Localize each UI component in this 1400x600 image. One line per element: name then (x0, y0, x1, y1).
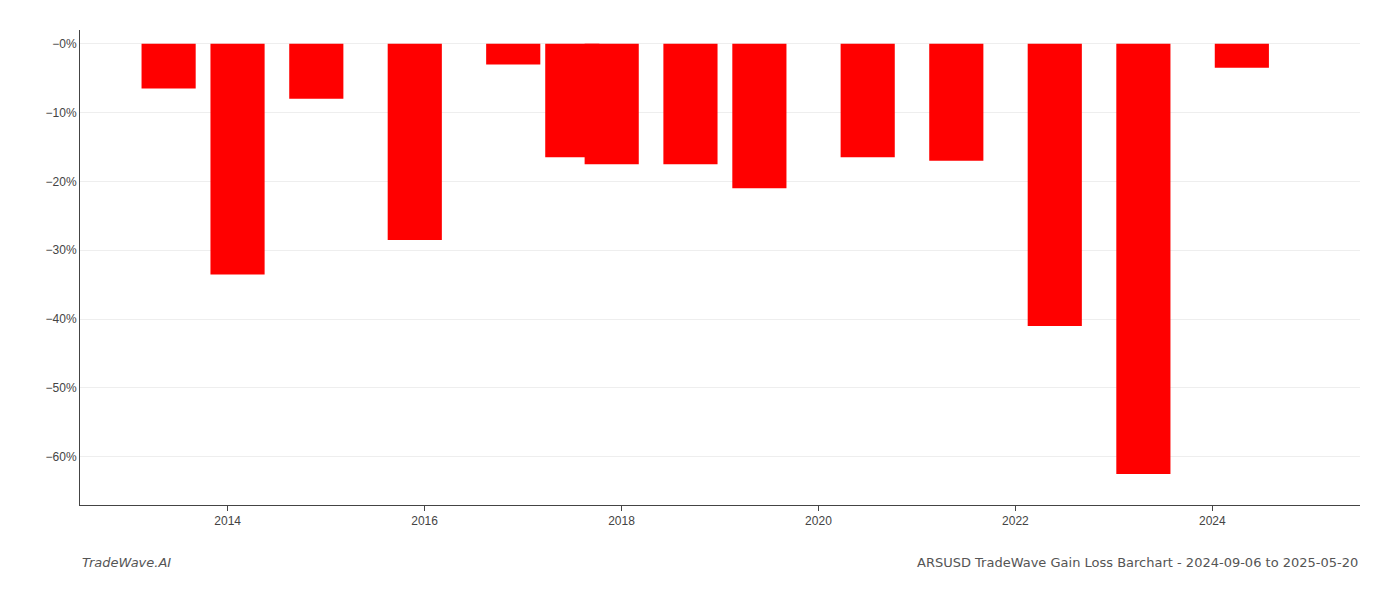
svg-text:−60%: −60% (46, 450, 77, 464)
svg-text:2014: 2014 (214, 514, 241, 528)
svg-text:2020: 2020 (805, 514, 832, 528)
svg-text:TradeWave.AI: TradeWave.AI (82, 555, 171, 570)
svg-text:−10%: −10% (46, 106, 77, 120)
svg-text:−50%: −50% (46, 381, 77, 395)
svg-text:2016: 2016 (411, 514, 438, 528)
svg-text:−20%: −20% (46, 175, 77, 189)
svg-text:ARSUSD TradeWave Gain Loss Bar: ARSUSD TradeWave Gain Loss Barchart - 20… (917, 555, 1358, 570)
svg-text:2022: 2022 (1002, 514, 1029, 528)
svg-text:−30%: −30% (46, 243, 77, 257)
svg-text:2018: 2018 (608, 514, 635, 528)
svg-text:2024: 2024 (1199, 514, 1226, 528)
svg-text:−40%: −40% (46, 312, 77, 326)
svg-text:−0%: −0% (52, 37, 77, 51)
